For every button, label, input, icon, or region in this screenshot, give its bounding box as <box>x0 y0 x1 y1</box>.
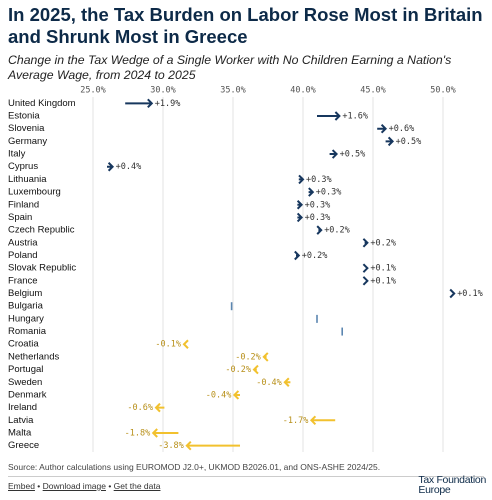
data-label: +0.3% <box>305 200 331 210</box>
y-tick-label: Poland <box>8 250 38 261</box>
arrow <box>316 225 323 235</box>
data-label: +0.2% <box>302 251 328 261</box>
y-tick-label: Hungary <box>8 313 44 324</box>
data-label: +0.1% <box>457 289 483 299</box>
arrow <box>317 111 341 121</box>
y-tick-label: Belgium <box>8 288 42 299</box>
data-label: +0.1% <box>370 264 396 274</box>
y-tick-label: Austria <box>8 237 38 248</box>
link[interactable]: Download image <box>42 481 106 491</box>
y-tick-label: Latvia <box>8 415 34 426</box>
data-label: +0.2% <box>370 238 396 248</box>
link[interactable]: Get the data <box>113 481 161 491</box>
y-tick-label: Denmark <box>8 389 47 400</box>
data-label: -0.4% <box>206 390 232 400</box>
arrow <box>125 98 154 109</box>
data-label: +0.2% <box>324 226 350 236</box>
arrow <box>185 440 240 451</box>
chart: 25.0% 30.0% 35.0% 40.0% 45.0% 50.0% United Kin… <box>8 86 483 452</box>
y-tick-label: Ireland <box>8 402 37 413</box>
x-tick-label: 45.0% <box>360 86 386 96</box>
logo-text: Europe <box>418 484 451 496</box>
chart-title: In 2025, the Tax Burden on Labor Rose Mo… <box>8 4 483 47</box>
y-tick-label: Slovak Republic <box>8 263 76 274</box>
data-label: +0.6% <box>389 124 415 134</box>
y-tick-label: Sweden <box>8 377 42 388</box>
arrow <box>362 238 369 248</box>
y-tick-label: Croatia <box>8 339 39 350</box>
arrow <box>232 390 240 400</box>
data-label: +0.1% <box>370 276 396 286</box>
data-label: -1.8% <box>125 428 151 438</box>
chart-subtitle: Change in the Tax Wedge of a Single Work… <box>8 53 452 82</box>
arrow <box>182 339 189 349</box>
data-label: -0.1% <box>155 340 181 350</box>
y-tick-label: Czech Republic <box>8 225 75 236</box>
y-tick-label: Spain <box>8 212 32 223</box>
arrow <box>154 402 165 413</box>
source: Source: Author calculations using EUROMO… <box>8 462 381 472</box>
y-tick-label: Portugal <box>8 364 43 375</box>
y-tick-label: Netherlands <box>8 351 59 362</box>
arrow <box>294 250 301 261</box>
x-tick-label: 50.0% <box>430 86 456 96</box>
data-label: +1.6% <box>342 112 368 122</box>
y-tick-label: Malta <box>8 427 32 438</box>
y-tick-label: France <box>8 275 38 286</box>
arrow <box>151 428 179 438</box>
x-tick-label: 25.0% <box>80 86 106 96</box>
links: Embed • Download image • Get the data <box>8 481 161 491</box>
arrow <box>308 187 315 197</box>
arrow <box>362 263 369 273</box>
link[interactable]: Embed <box>8 481 35 491</box>
arrow <box>377 123 388 134</box>
arrow <box>107 162 115 172</box>
data-label: -0.6% <box>127 403 153 413</box>
x-tick-label: 35.0% <box>220 86 246 96</box>
arrow <box>296 212 304 223</box>
arrow <box>385 136 395 147</box>
y-tick-label: United Kingdom <box>8 98 76 109</box>
logo-text: Tax Foundation <box>418 474 486 486</box>
data-label: -0.2% <box>225 365 251 375</box>
y-tick-label: Germany <box>8 136 47 147</box>
data-label: +0.5% <box>340 150 366 160</box>
arrow <box>449 288 456 299</box>
data-label: -0.4% <box>256 378 282 388</box>
arrow <box>283 377 291 387</box>
y-tick-label: Bulgaria <box>8 301 44 312</box>
y-tick-label: Luxembourg <box>8 187 61 198</box>
y-tick-label: Cyprus <box>8 161 38 172</box>
arrow <box>329 149 339 159</box>
divider <box>8 476 484 477</box>
y-tick-label: Lithuania <box>8 174 47 185</box>
arrow <box>296 200 304 210</box>
arrow <box>298 174 305 185</box>
data-label: +0.3% <box>316 188 342 198</box>
logo: Tax Foundation Europe <box>418 474 486 496</box>
data-label: +1.9% <box>155 99 181 109</box>
data-label: +0.3% <box>305 213 331 223</box>
arrow <box>362 276 369 286</box>
y-tick-label: Slovenia <box>8 123 45 134</box>
data-label: -1.7% <box>283 416 309 426</box>
data-label: -0.2% <box>235 352 261 362</box>
data-label: +0.5% <box>396 137 422 147</box>
data-label: +0.3% <box>306 175 332 185</box>
y-tick-label: Finland <box>8 199 39 210</box>
data-label: -3.8% <box>158 441 184 451</box>
arrow <box>252 364 259 375</box>
x-tick-label: 40.0% <box>290 86 316 96</box>
y-tick-label: Italy <box>8 149 26 160</box>
y-tick-label: Romania <box>8 326 47 337</box>
x-tick-label: 30.0% <box>150 86 176 96</box>
arrow <box>309 415 336 426</box>
arrow <box>262 352 269 362</box>
data-label: +0.4% <box>116 162 142 172</box>
y-tick-label: Estonia <box>8 111 40 122</box>
y-tick-label: Greece <box>8 440 39 451</box>
